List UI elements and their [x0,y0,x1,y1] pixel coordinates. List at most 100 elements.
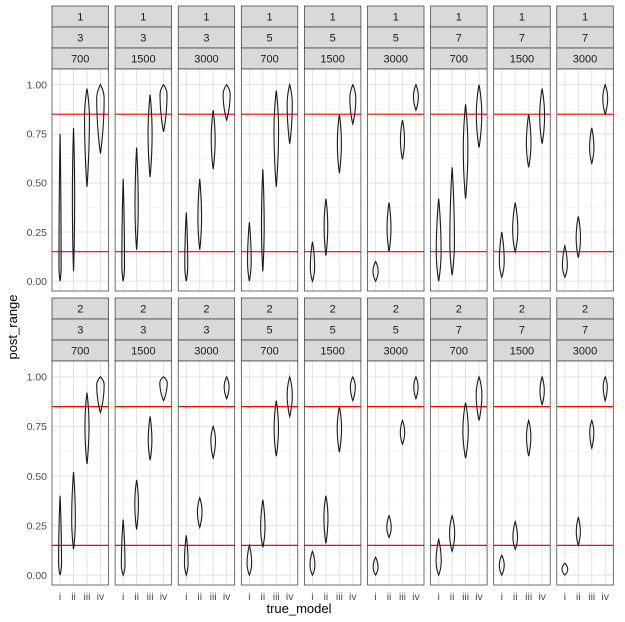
panel-background [367,361,424,585]
facet-panel: 1 5 700 [240,5,299,292]
violin [525,418,532,457]
facet-strip-label: 7 [456,33,462,45]
facet-strip-label: 3 [140,325,146,337]
facet-strip-label: 3000 [194,346,218,358]
x-tick-label: iv [223,591,231,603]
panel-background [556,361,614,585]
facet-panel: 1 7 1500 [493,5,551,292]
panel-background [430,69,488,291]
violin [147,416,153,461]
panel-background [241,361,298,585]
violin [386,514,392,539]
x-tick-label: ii [197,591,202,603]
violin [222,83,231,122]
facet-strip-label: 5 [330,325,336,337]
x-tick-label: iii [399,591,406,603]
facet-strip-label: 5 [330,33,336,45]
panel-border [556,360,614,586]
facet-strip-label: 5 [266,325,272,337]
violin [247,222,252,282]
y-tick-label: 1.00 [27,80,48,92]
facet-strip-label: 1 [582,12,588,24]
violin [323,495,329,544]
panel-border [51,68,109,292]
y-tick-label: 0.00 [27,276,48,288]
violin [575,216,582,258]
facet-strip-label: 7 [582,325,588,337]
facet-strip-label: 1500 [320,346,344,358]
x-tick-label: iv [538,591,546,603]
x-tick-label: i [185,591,187,603]
y-tick-label: 0.00 [27,570,48,582]
x-tick-label: i [501,591,503,603]
panel-border [51,360,109,586]
facet-strip-label: 2 [203,304,209,316]
violin [498,554,505,577]
x-tick-label: ii [576,591,581,603]
violin [58,495,63,576]
facet-strip-label: 2 [330,304,336,316]
facet-strip-label: 2 [140,304,146,316]
violin [561,562,569,576]
facet-strip-label: 3000 [384,54,408,66]
panel-border [177,68,236,292]
facet-strip-label: 3000 [573,54,597,66]
violin [462,402,469,459]
facet-strip-label: 3 [77,33,83,45]
x-tick-label: iii [83,591,90,603]
facet-strip-label: 5 [393,325,399,337]
violin [602,375,608,403]
violin [475,84,483,148]
x-tick-label: iii [147,591,154,603]
facet-strip-label: 3 [203,325,209,337]
facet-strip-label: 7 [582,33,588,45]
x-tick-label: iv [160,591,168,603]
facet-strip-label: 3000 [194,54,218,66]
facet-strip-label: 1 [393,12,399,24]
facet-strip-label: 7 [456,325,462,337]
violin [223,375,230,400]
facet-strip-label: 1500 [510,346,534,358]
violin [286,375,293,419]
panel-border [114,68,172,292]
violin [58,133,62,282]
violin [197,178,203,250]
x-tick-label: iii [210,591,217,603]
violin [435,198,442,282]
violin [210,424,217,461]
violin [349,375,356,403]
facet-panel: 1 7 3000 [556,5,614,292]
violin [159,83,168,132]
facet-strip-label: 3 [77,325,83,337]
facet-strip-label: 700 [71,54,89,66]
violin [273,400,279,457]
x-tick-label: iv [286,591,294,603]
facet-strip-label: 1 [77,12,83,24]
x-tick-label: ii [513,591,518,603]
facet-strip-label: 700 [71,346,89,358]
violin [336,114,342,174]
violin [372,260,379,283]
facet-panel: 1 3 700 [51,5,109,292]
violin [84,392,90,465]
facet-strip-label: 1500 [510,54,534,66]
facet-panel: 1 5 3000 [367,5,425,292]
facet-strip-label: 700 [260,54,278,66]
x-axis-title: true_model [266,601,331,616]
y-tick-label: 0.75 [27,129,48,141]
panel-border [304,360,362,586]
violin [413,375,419,401]
y-tick-label: 0.25 [27,227,48,239]
violin [512,202,519,254]
x-tick-label: ii [450,591,455,603]
x-tick-label: ii [387,591,392,603]
violin [71,471,76,550]
x-tick-label: i [374,591,376,603]
x-tick-label: iv [475,591,483,603]
violin [561,243,568,279]
violin [286,82,293,144]
violin [539,375,545,407]
